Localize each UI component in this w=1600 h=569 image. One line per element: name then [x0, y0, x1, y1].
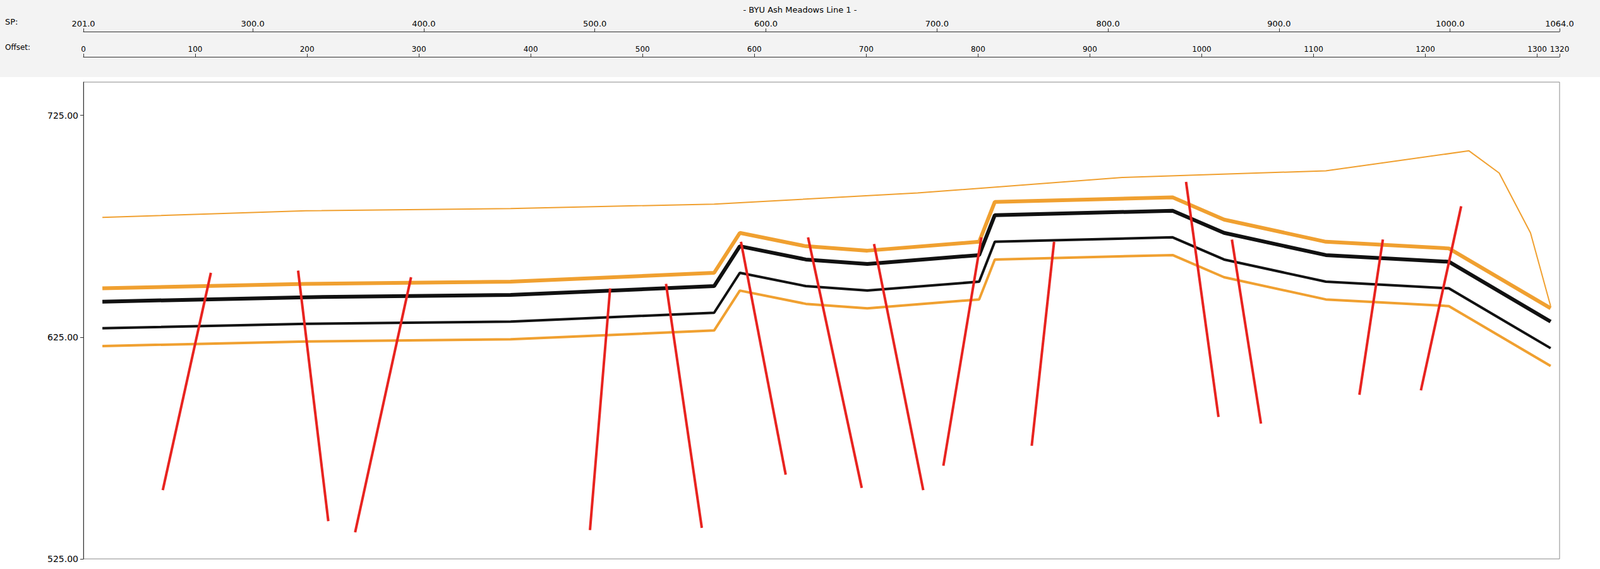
svg-text:400.0: 400.0	[411, 18, 436, 29]
svg-text:900: 900	[1082, 44, 1098, 54]
svg-text:725.00: 725.00	[47, 110, 79, 121]
svg-text:300: 300	[411, 44, 427, 54]
svg-text:600: 600	[747, 44, 762, 54]
svg-text:625.00: 625.00	[47, 332, 79, 343]
svg-text:1064.0: 1064.0	[1545, 18, 1575, 29]
svg-text:1100: 1100	[1303, 44, 1324, 54]
svg-text:0: 0	[80, 44, 86, 54]
svg-text:SP:: SP:	[5, 17, 18, 27]
svg-text:800: 800	[970, 44, 986, 54]
svg-text:Offset:: Offset:	[5, 42, 31, 52]
svg-text:600.0: 600.0	[754, 18, 778, 29]
svg-text:800.0: 800.0	[1095, 18, 1120, 29]
svg-text:700: 700	[859, 44, 874, 54]
svg-text:400: 400	[523, 44, 539, 54]
svg-text:- BYU Ash Meadows Line 1 -: - BYU Ash Meadows Line 1 -	[743, 5, 858, 15]
svg-text:1320: 1320	[1550, 44, 1570, 54]
svg-text:200: 200	[300, 44, 315, 54]
svg-text:1000: 1000	[1191, 44, 1212, 54]
svg-text:1200: 1200	[1415, 44, 1436, 54]
svg-text:525.00: 525.00	[47, 553, 79, 565]
svg-text:1300: 1300	[1527, 44, 1547, 54]
svg-text:100: 100	[188, 44, 203, 54]
svg-text:300.0: 300.0	[240, 18, 265, 29]
svg-text:500: 500	[635, 44, 650, 54]
svg-text:1000.0: 1000.0	[1435, 18, 1465, 29]
svg-text:500.0: 500.0	[583, 18, 607, 29]
svg-text:201.0: 201.0	[71, 18, 95, 29]
svg-text:900.0: 900.0	[1267, 18, 1291, 29]
svg-text:700.0: 700.0	[925, 18, 949, 29]
